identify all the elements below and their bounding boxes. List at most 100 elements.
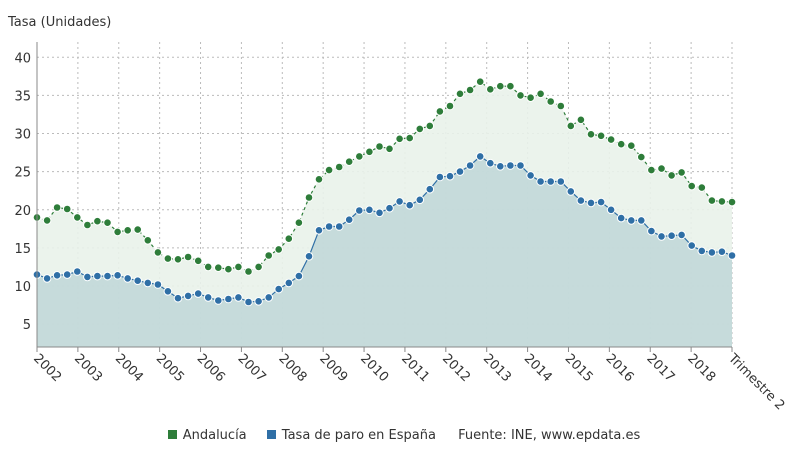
x-tick-label: 2018 [684,351,718,385]
data-point-series-0 [133,225,142,234]
legend-item-andalucia[interactable]: Andalucía [167,428,247,443]
data-point-series-0 [627,141,636,150]
data-point-series-1 [546,177,556,186]
x-tick-label: 2012 [439,351,473,385]
data-point-series-0 [234,262,243,272]
data-point-series-1 [425,184,435,194]
data-point-series-0 [224,264,233,274]
data-point-series-1 [113,271,122,280]
data-point-series-0 [334,162,344,172]
y-tick-label: 15 [14,242,31,257]
data-point-series-1 [486,158,495,168]
data-point-series-1 [52,271,62,280]
data-point-series-1 [727,251,737,260]
data-point-series-1 [697,246,707,256]
data-point-series-1 [123,274,132,283]
data-point-series-0 [576,115,586,125]
data-point-series-0 [83,220,92,230]
data-point-series-0 [496,81,505,91]
data-point-series-0 [536,89,545,99]
series-areas [37,81,732,347]
data-point-series-0 [455,89,465,99]
data-point-series-1 [415,195,425,205]
x-tick-label: 2006 [194,351,228,385]
data-point-series-0 [506,81,515,91]
x-tick-label: 2008 [275,351,309,385]
legend: Andalucía Tasa de paro en España Fuente:… [0,428,800,443]
data-point-series-1 [355,206,364,215]
x-tick-label: 2010 [357,351,391,385]
data-point-series-1 [133,276,142,286]
legend-item-espana[interactable]: Tasa de paro en España [266,428,436,443]
y-tick-label: 5 [23,318,31,333]
data-point-series-0 [113,227,122,237]
data-point-series-0 [465,85,475,95]
data-point-series-1 [677,230,686,240]
data-point-series-0 [425,121,435,131]
data-point-series-1 [526,171,535,180]
line-series-1 [36,155,733,303]
data-point-series-0 [677,168,686,177]
data-point-series-1 [62,270,72,279]
data-point-series-1 [637,216,646,225]
data-point-series-1 [385,203,394,213]
data-point-series-0 [324,165,334,175]
data-point-series-1 [707,248,717,257]
data-point-series-1 [475,152,485,161]
y-axis-title: Tasa (Unidades) [7,15,111,30]
data-point-series-1 [284,278,294,288]
y-tick-label: 20 [14,204,31,219]
data-point-series-0 [606,135,616,144]
data-point-series-1 [73,267,82,276]
data-point-series-0 [344,157,354,166]
data-point-series-1 [496,162,505,171]
data-point-series-0 [254,262,263,272]
data-point-series-0 [667,171,676,180]
series-lines [36,80,733,303]
data-point-series-1 [536,177,545,186]
data-point-series-0 [73,213,82,222]
chart-canvas: Tasa (Unidades) 5 10 15 20 25 30 35 40 2002 2003… [7,15,787,413]
x-tick-label: 2005 [153,351,187,385]
data-point-series-1 [344,215,354,224]
data-point-series-1 [334,222,344,231]
data-point-series-0 [123,226,132,235]
x-axis-ticks: 2002 2003 2004 2005 2006 2007 2008 2009 2010 2011… [30,347,787,413]
x-tick-label: 2011 [398,351,432,385]
data-point-series-1 [274,284,284,294]
data-point-series-1 [576,196,586,205]
x-tick-label: 2015 [562,351,596,385]
data-point-series-1 [153,280,163,289]
data-point-series-0 [183,252,193,262]
data-point-series-0 [657,164,666,173]
data-point-series-0 [203,262,213,272]
data-point-series-1 [375,208,384,218]
data-point-series-1 [616,213,626,223]
data-point-series-1 [324,222,334,231]
data-point-series-0 [637,152,646,162]
data-point-series-1 [405,200,415,210]
data-point-series-0 [284,234,294,243]
data-point-series-1 [647,226,656,236]
data-point-series-0 [375,142,384,151]
x-tick-label: 2002 [30,351,64,385]
data-point-series-0 [697,183,707,192]
data-point-series-0 [244,267,253,276]
data-point-series-0 [314,175,324,184]
data-point-series-1 [254,297,263,306]
data-point-series-1 [294,271,304,281]
data-point-series-1 [586,198,596,208]
data-point-series-0 [475,77,485,86]
data-point-series-1 [264,293,274,302]
legend-swatch-andalucia [167,430,177,439]
y-tick-label: 40 [14,51,31,66]
legend-label-andalucia: Andalucía [182,428,247,443]
x-tick-label: 2017 [643,351,677,385]
data-point-series-1 [203,293,213,302]
data-point-series-1 [234,293,243,302]
data-point-series-0 [445,101,455,111]
data-point-series-0 [385,144,394,154]
data-point-series-0 [103,218,112,227]
data-point-series-1 [445,171,455,181]
data-point-series-0 [93,216,102,226]
